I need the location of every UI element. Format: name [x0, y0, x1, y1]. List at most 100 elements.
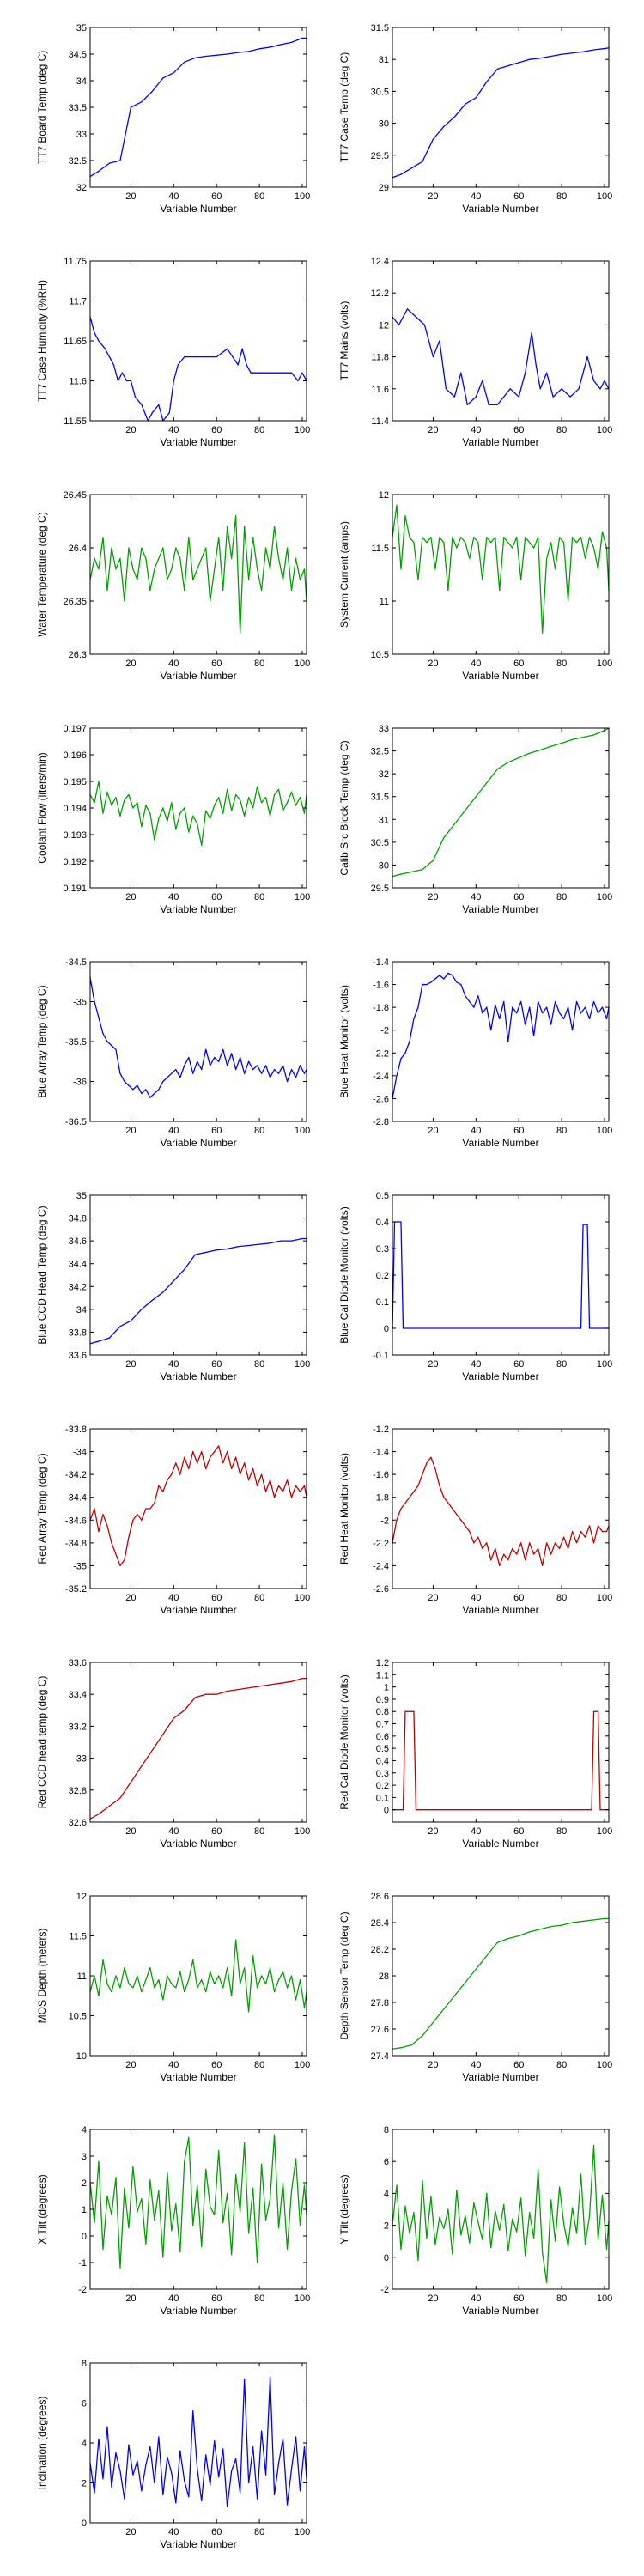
x-tick-label: 20	[125, 2527, 136, 2537]
y-tick-label: 1	[82, 2205, 87, 2215]
data-point	[297, 380, 299, 382]
data-point	[503, 537, 505, 538]
data-point	[592, 1000, 595, 1003]
y-tick-label: 29	[379, 183, 389, 193]
data-point	[477, 2221, 479, 2223]
data-point	[469, 2242, 471, 2244]
chart-panel-12: 20 40 60 80 100 -0.1 0 0.1 0.2 0.3 0.4 0.5 Variable …	[338, 1191, 612, 1382]
y-axis-label: Blue Cal Diode Monitor (volts)	[338, 1206, 350, 1343]
data-point	[580, 1530, 582, 1533]
data-point	[584, 2244, 586, 2245]
data-point	[222, 2448, 224, 2450]
data-point	[486, 1542, 488, 1544]
x-axis-label: Variable Number	[160, 1838, 236, 1850]
data-point	[588, 537, 591, 538]
data-point	[529, 2212, 531, 2214]
data-point	[299, 797, 301, 799]
data-point	[102, 2478, 104, 2480]
plot-frame	[89, 1194, 307, 1356]
data-point	[582, 1920, 584, 1923]
data-point	[111, 547, 112, 549]
x-tick-label: 40	[168, 2060, 179, 2070]
data-point	[162, 807, 164, 809]
data-point	[578, 388, 580, 390]
data-point	[482, 1012, 483, 1014]
data-point	[141, 1991, 143, 1993]
data-point	[115, 1975, 117, 1977]
data-point	[456, 1514, 458, 1516]
y-axis-label: TT7 Board Temp (deg C)	[36, 51, 48, 165]
data-point	[119, 1326, 121, 1327]
data-point	[571, 1530, 574, 1533]
data-point	[486, 1006, 488, 1008]
x-tick-label: 20	[428, 1359, 438, 1370]
data-point	[499, 1018, 501, 1020]
data-point	[280, 1682, 282, 1684]
data-point	[264, 1491, 267, 1492]
data-point	[434, 1467, 436, 1470]
data-point	[542, 1012, 544, 1014]
x-tick-label: 40	[471, 2060, 481, 2070]
data-point	[106, 791, 108, 793]
data-point	[184, 1456, 185, 1458]
x-tick-label: 20	[125, 425, 136, 435]
data-point	[168, 412, 170, 414]
y-tick-label: 11.65	[64, 337, 87, 347]
y-tick-label: -34.2	[65, 1470, 87, 1480]
y-tick-label: 31	[379, 815, 389, 825]
plot-area	[90, 2129, 307, 2289]
data-point	[409, 1710, 410, 1712]
x-axis-label: Variable Number	[462, 1137, 538, 1149]
data-point	[124, 799, 125, 801]
data-point	[108, 162, 111, 164]
data-point	[303, 1072, 306, 1074]
data-point	[125, 380, 128, 382]
data-point	[299, 1065, 301, 1066]
data-point	[555, 1542, 556, 1544]
x-tick-label: 60	[211, 2293, 222, 2304]
data-point	[430, 2196, 432, 2197]
data-point	[452, 1508, 453, 1510]
data-point	[231, 1053, 233, 1054]
y-tick-label: 11.6	[69, 377, 87, 387]
data-point	[604, 1917, 605, 1919]
data-point	[248, 51, 250, 52]
data-point	[273, 1991, 276, 1993]
data-point	[205, 356, 207, 358]
data-point	[430, 537, 432, 538]
data-point	[516, 1553, 518, 1555]
data-point	[175, 1068, 177, 1071]
chart-panel-3: 20 40 60 80 100 11.55 11.6 11.65 11.7 11.75 Variab…	[36, 257, 310, 448]
y-tick-label: 26.35	[63, 597, 87, 607]
data-point	[453, 116, 455, 118]
data-point	[432, 356, 434, 358]
data-point	[201, 1450, 203, 1453]
data-point	[460, 2234, 462, 2236]
data-point	[145, 1979, 147, 1981]
data-point	[473, 537, 475, 538]
y-tick-label: 0.8	[376, 1707, 389, 1717]
data-point	[490, 1559, 492, 1561]
data-point	[201, 844, 203, 847]
data-point	[218, 1975, 220, 1977]
x-tick-label: 80	[556, 1126, 567, 1136]
data-point	[214, 1450, 216, 1453]
x-tick-label: 100	[295, 1126, 310, 1136]
data-point	[396, 2184, 398, 2186]
y-tick-label: -1.6	[373, 981, 389, 991]
data-point	[447, 1502, 449, 1504]
x-tick-label: 100	[295, 659, 310, 669]
data-point	[258, 372, 260, 374]
data-point	[252, 807, 254, 809]
x-tick-label: 100	[295, 1593, 310, 1603]
data-point	[426, 2237, 428, 2239]
data-point	[520, 1542, 522, 1544]
y-tick-label: 31.5	[371, 23, 389, 33]
data-point	[584, 557, 586, 560]
y-axis-label: Blue Heat Monitor (volts)	[338, 985, 350, 1098]
y-tick-label: 11.5	[69, 1932, 87, 1942]
data-point	[231, 557, 233, 560]
data-point	[417, 2259, 419, 2262]
data-point	[151, 1749, 153, 1751]
data-point	[222, 812, 224, 814]
